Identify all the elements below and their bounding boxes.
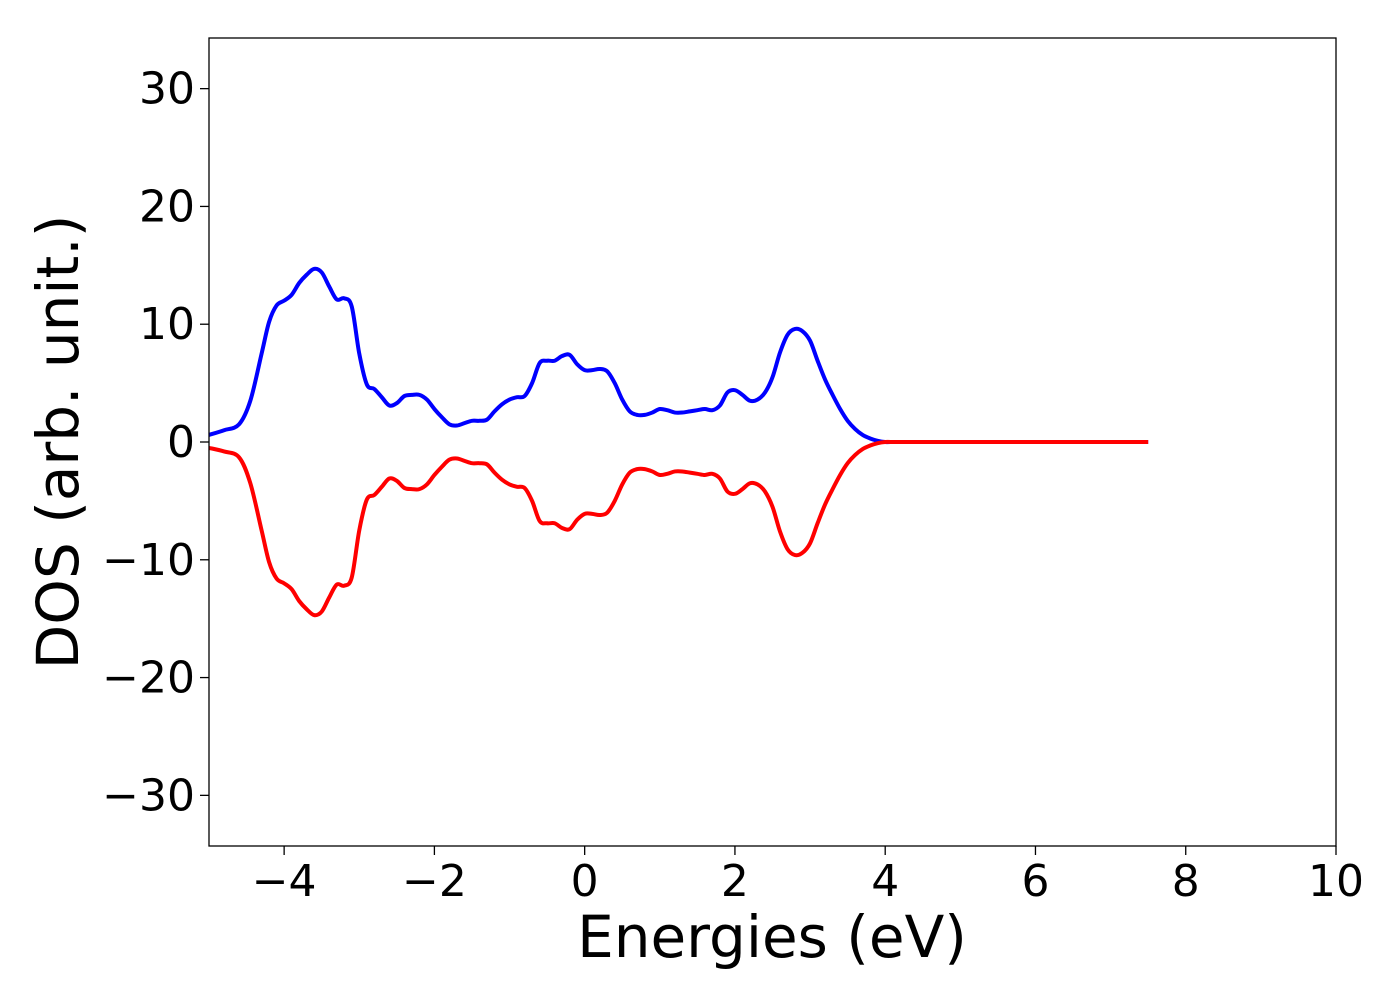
x-tick-label: 2 bbox=[721, 856, 749, 907]
y-axis-label: DOS (arb. unit.) bbox=[24, 215, 92, 670]
y-tick-label: 30 bbox=[139, 64, 195, 115]
x-tick-label: 4 bbox=[871, 856, 899, 907]
series-line-1 bbox=[208, 439, 1149, 618]
x-tick-label: −2 bbox=[402, 856, 467, 907]
y-tick-label: 20 bbox=[139, 181, 195, 232]
x-tick-label: 6 bbox=[1021, 856, 1049, 907]
x-axis-label: Energies (eV) bbox=[577, 903, 967, 971]
y-tick-label: −20 bbox=[102, 653, 195, 704]
y-tick-label: −10 bbox=[102, 535, 195, 586]
series-line-0 bbox=[208, 266, 1149, 445]
x-axis-ticks: −4 −2 0 2 4 6 8 10 bbox=[252, 846, 1364, 907]
x-tick-label: 8 bbox=[1172, 856, 1200, 907]
plot-frame bbox=[208, 37, 1337, 847]
x-tick-label: 10 bbox=[1308, 856, 1364, 907]
y-tick-label: 10 bbox=[139, 299, 195, 350]
y-tick-label: 0 bbox=[167, 417, 195, 468]
y-axis-ticks: 30 20 10 0 −10 −20 −30 bbox=[102, 64, 209, 821]
series-layer bbox=[208, 266, 1149, 618]
x-tick-label: −4 bbox=[252, 856, 317, 907]
y-tick-label: −30 bbox=[102, 770, 195, 821]
x-tick-label: 0 bbox=[571, 856, 599, 907]
